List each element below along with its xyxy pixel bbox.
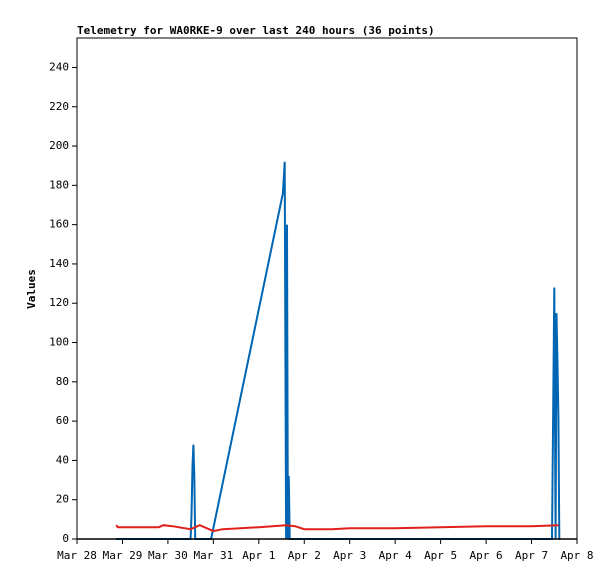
- data-line: [115, 524, 559, 533]
- y-tick-label: 40: [56, 453, 69, 466]
- x-tick-label: Apr 1: [242, 549, 275, 562]
- y-tick-label: 220: [49, 100, 69, 113]
- x-tick-label: Mar 30: [148, 549, 188, 562]
- y-tick-label: 160: [49, 218, 69, 231]
- y-tick-label: 20: [56, 493, 69, 506]
- x-tick-label: Apr 5: [424, 549, 457, 562]
- y-tick-label: 200: [49, 139, 69, 152]
- y-tick-label: 240: [49, 60, 69, 73]
- x-tick-label: Apr 8: [560, 549, 593, 562]
- x-tick-label: Apr 2: [288, 549, 321, 562]
- y-tick-label: 120: [49, 296, 69, 309]
- x-tick-label: Apr 3: [333, 549, 366, 562]
- y-tick-label: 0: [62, 532, 69, 545]
- x-tick-label: Mar 31: [193, 549, 233, 562]
- data-line: [116, 161, 561, 540]
- y-tick-label: 80: [56, 375, 69, 388]
- y-tick-label: 100: [49, 336, 69, 349]
- chart-title: Telemetry for WA0RKE-9 over last 240 hou…: [77, 24, 435, 37]
- plot-frame: [76, 37, 578, 540]
- y-axis-label: Values: [25, 269, 38, 309]
- x-tick-label: Apr 7: [515, 549, 548, 562]
- x-tick-label: Mar 28: [57, 549, 97, 562]
- y-tick-label: 60: [56, 414, 69, 427]
- x-tick-label: Apr 4: [379, 549, 412, 562]
- x-tick-label: Mar 29: [103, 549, 143, 562]
- y-tick-label: 140: [49, 257, 69, 270]
- y-tick-label: 180: [49, 178, 69, 191]
- x-tick-label: Apr 6: [470, 549, 503, 562]
